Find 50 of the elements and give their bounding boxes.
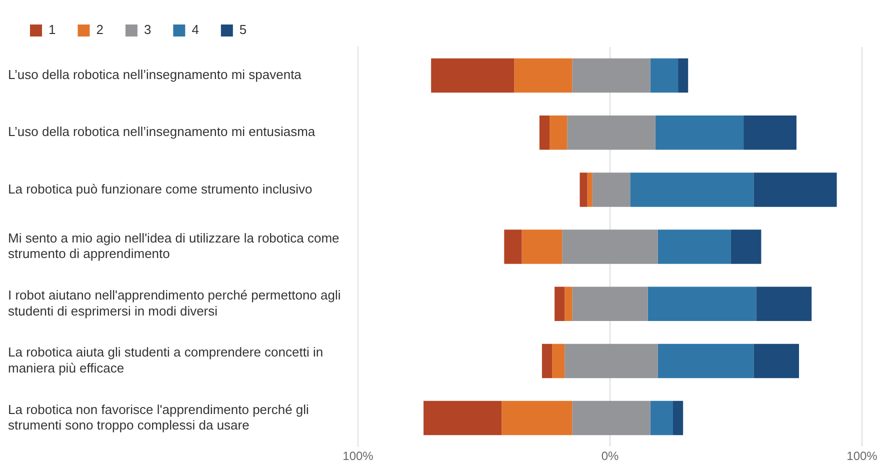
y-tick-label: L’uso della robotica nell’insegnamento mi spaventa [8, 67, 302, 82]
bar [673, 400, 684, 436]
bar [678, 58, 688, 93]
y-tick-label: Mi sento a mio agio nell'idea di utilizzare la robotica come strumento di apprendimento [8, 230, 340, 262]
bar [658, 230, 731, 264]
x-tick-label: 100% [342, 449, 374, 464]
bar [754, 344, 799, 378]
bar [744, 116, 796, 150]
bar [754, 172, 837, 207]
legend-label: 4 [192, 22, 199, 38]
bar [572, 400, 650, 436]
y-tick-label: I robot aiutano nell'apprendimento perché permettono agli studenti di esprimersi in modi diversi [8, 288, 341, 318]
bar [580, 172, 588, 207]
bar [550, 116, 568, 150]
x-tick-label: 100% [846, 449, 878, 464]
bar [562, 230, 658, 264]
bar [504, 230, 522, 264]
y-tick-label: L’uso della robotica nell’insegnamento mi entusiasma [8, 124, 316, 140]
bar [648, 286, 756, 322]
y-tick-label: La robotica può funzionare come strumento inclusivo [8, 181, 312, 196]
bar [424, 400, 502, 436]
bar [542, 344, 552, 378]
legend-label: 2 [96, 22, 104, 38]
bar [630, 172, 754, 207]
legend-label: 5 [239, 22, 247, 38]
legend-label: 3 [144, 22, 152, 38]
y-tick-label: La robotica non favorisce l'apprendimento perché gli strumenti sono troppo complessi da usare [8, 402, 310, 432]
bar [552, 344, 565, 378]
bar [502, 400, 572, 436]
bar [539, 116, 550, 150]
bar [655, 116, 744, 150]
bar [587, 172, 592, 207]
bar [730, 230, 762, 264]
bar [564, 286, 572, 322]
bar [756, 286, 812, 322]
bar [554, 286, 565, 322]
bar [522, 230, 562, 264]
legend-label: 1 [48, 22, 56, 38]
x-tick-label: 0% [601, 449, 619, 464]
bar [650, 400, 673, 436]
bar [572, 58, 650, 93]
bar [572, 286, 648, 322]
bar [592, 172, 630, 207]
bar [514, 58, 572, 93]
bar [567, 116, 656, 150]
bar [564, 344, 658, 378]
bar [650, 58, 678, 93]
y-tick-label: La robotica aiuta gli studenti a comprendere concetti in maniera più efficace [8, 344, 324, 376]
bar [658, 344, 754, 378]
bar [431, 58, 514, 93]
